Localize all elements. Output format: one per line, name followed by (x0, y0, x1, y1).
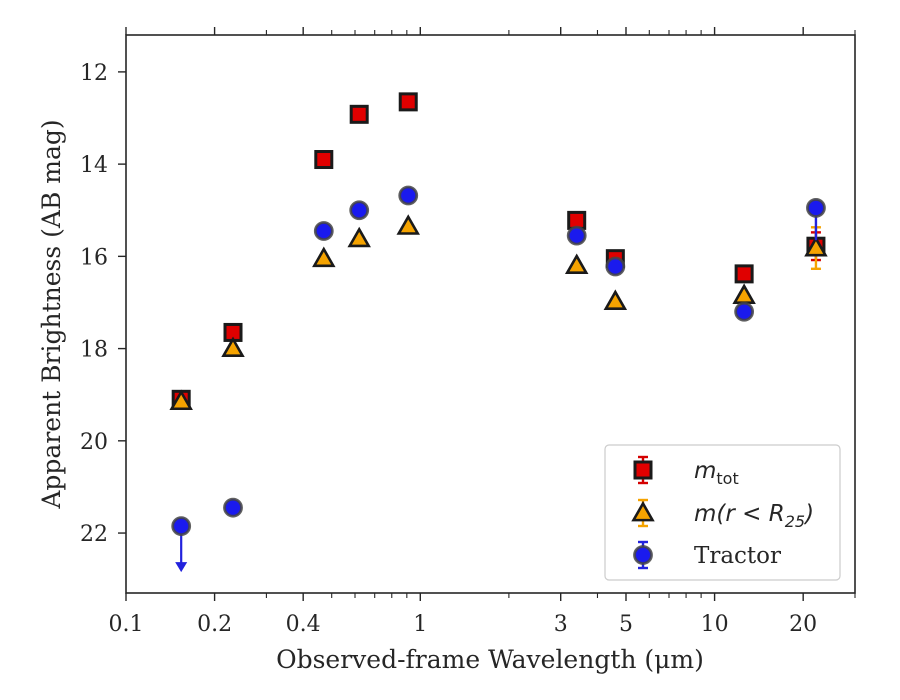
x-tick-label: 0.1 (109, 612, 144, 637)
legend-label: mtot (694, 458, 739, 488)
legend-marker (631, 500, 655, 522)
data-point (398, 185, 419, 206)
data-point (221, 336, 245, 358)
x-axis-label: Observed-frame Wavelength (μm) (276, 645, 704, 674)
x-tick-label: 3 (554, 612, 568, 637)
point-marker (223, 497, 243, 518)
x-tick-label: 20 (789, 612, 817, 637)
y-tick-label: 14 (80, 153, 108, 178)
legend-frame (604, 444, 841, 581)
x-tick-label: 10 (701, 612, 729, 637)
data-point (398, 92, 418, 112)
data-point (349, 104, 369, 124)
data-point (806, 198, 826, 218)
series-square (171, 92, 826, 409)
data-point (169, 389, 193, 411)
legend: mtot m(r < R25) Tractor (604, 444, 841, 581)
data-point (347, 226, 371, 248)
y-tick-label: 18 (80, 338, 108, 363)
plot-frame (125, 34, 856, 594)
data-point (314, 150, 334, 170)
x-tick-label: 1 (413, 612, 427, 637)
data-point (603, 289, 628, 310)
series-triangle (169, 214, 828, 411)
legend-label: m(r < R25) (694, 501, 814, 531)
data-point (804, 235, 828, 257)
x-tick-label: 5 (619, 612, 633, 637)
data-point (313, 221, 334, 241)
data-point (312, 246, 336, 268)
point-marker (734, 301, 755, 322)
axis-ticks: 0.1 0.2 0.4 1 3 5 10 20 12 14 16 18 20 22 (80, 27, 856, 637)
data-point (223, 497, 243, 518)
data-point (734, 264, 754, 284)
y-tick-label: 22 (80, 522, 108, 547)
y-tick-label: 16 (80, 245, 108, 270)
point-marker (349, 200, 370, 221)
y-tick-label: 20 (80, 430, 108, 455)
data-point (396, 214, 420, 235)
data-point (564, 253, 589, 275)
legend-label: Tractor (694, 543, 781, 569)
point-marker (633, 545, 653, 565)
data-point (734, 301, 755, 322)
x-tick-label: 0.2 (197, 612, 232, 637)
data-point (566, 225, 587, 246)
data-point (349, 200, 370, 221)
y-axis-label: Apparent Brightness (AB mag) (37, 119, 66, 509)
data-point (171, 516, 192, 537)
legend-marker (633, 545, 653, 565)
data-point (605, 256, 626, 277)
point-marker (566, 225, 587, 246)
data-points (169, 92, 828, 573)
y-tick-label: 12 (80, 61, 108, 86)
point-marker (605, 256, 626, 277)
point-marker (171, 516, 192, 537)
point-marker (313, 221, 334, 241)
x-tick-label: 0.4 (286, 612, 321, 637)
upper-limit-arrowhead (175, 562, 188, 573)
point-marker (806, 198, 826, 218)
legend-marker (633, 460, 653, 480)
point-marker (398, 185, 419, 206)
data-point (732, 283, 756, 304)
series-circle (171, 185, 826, 573)
